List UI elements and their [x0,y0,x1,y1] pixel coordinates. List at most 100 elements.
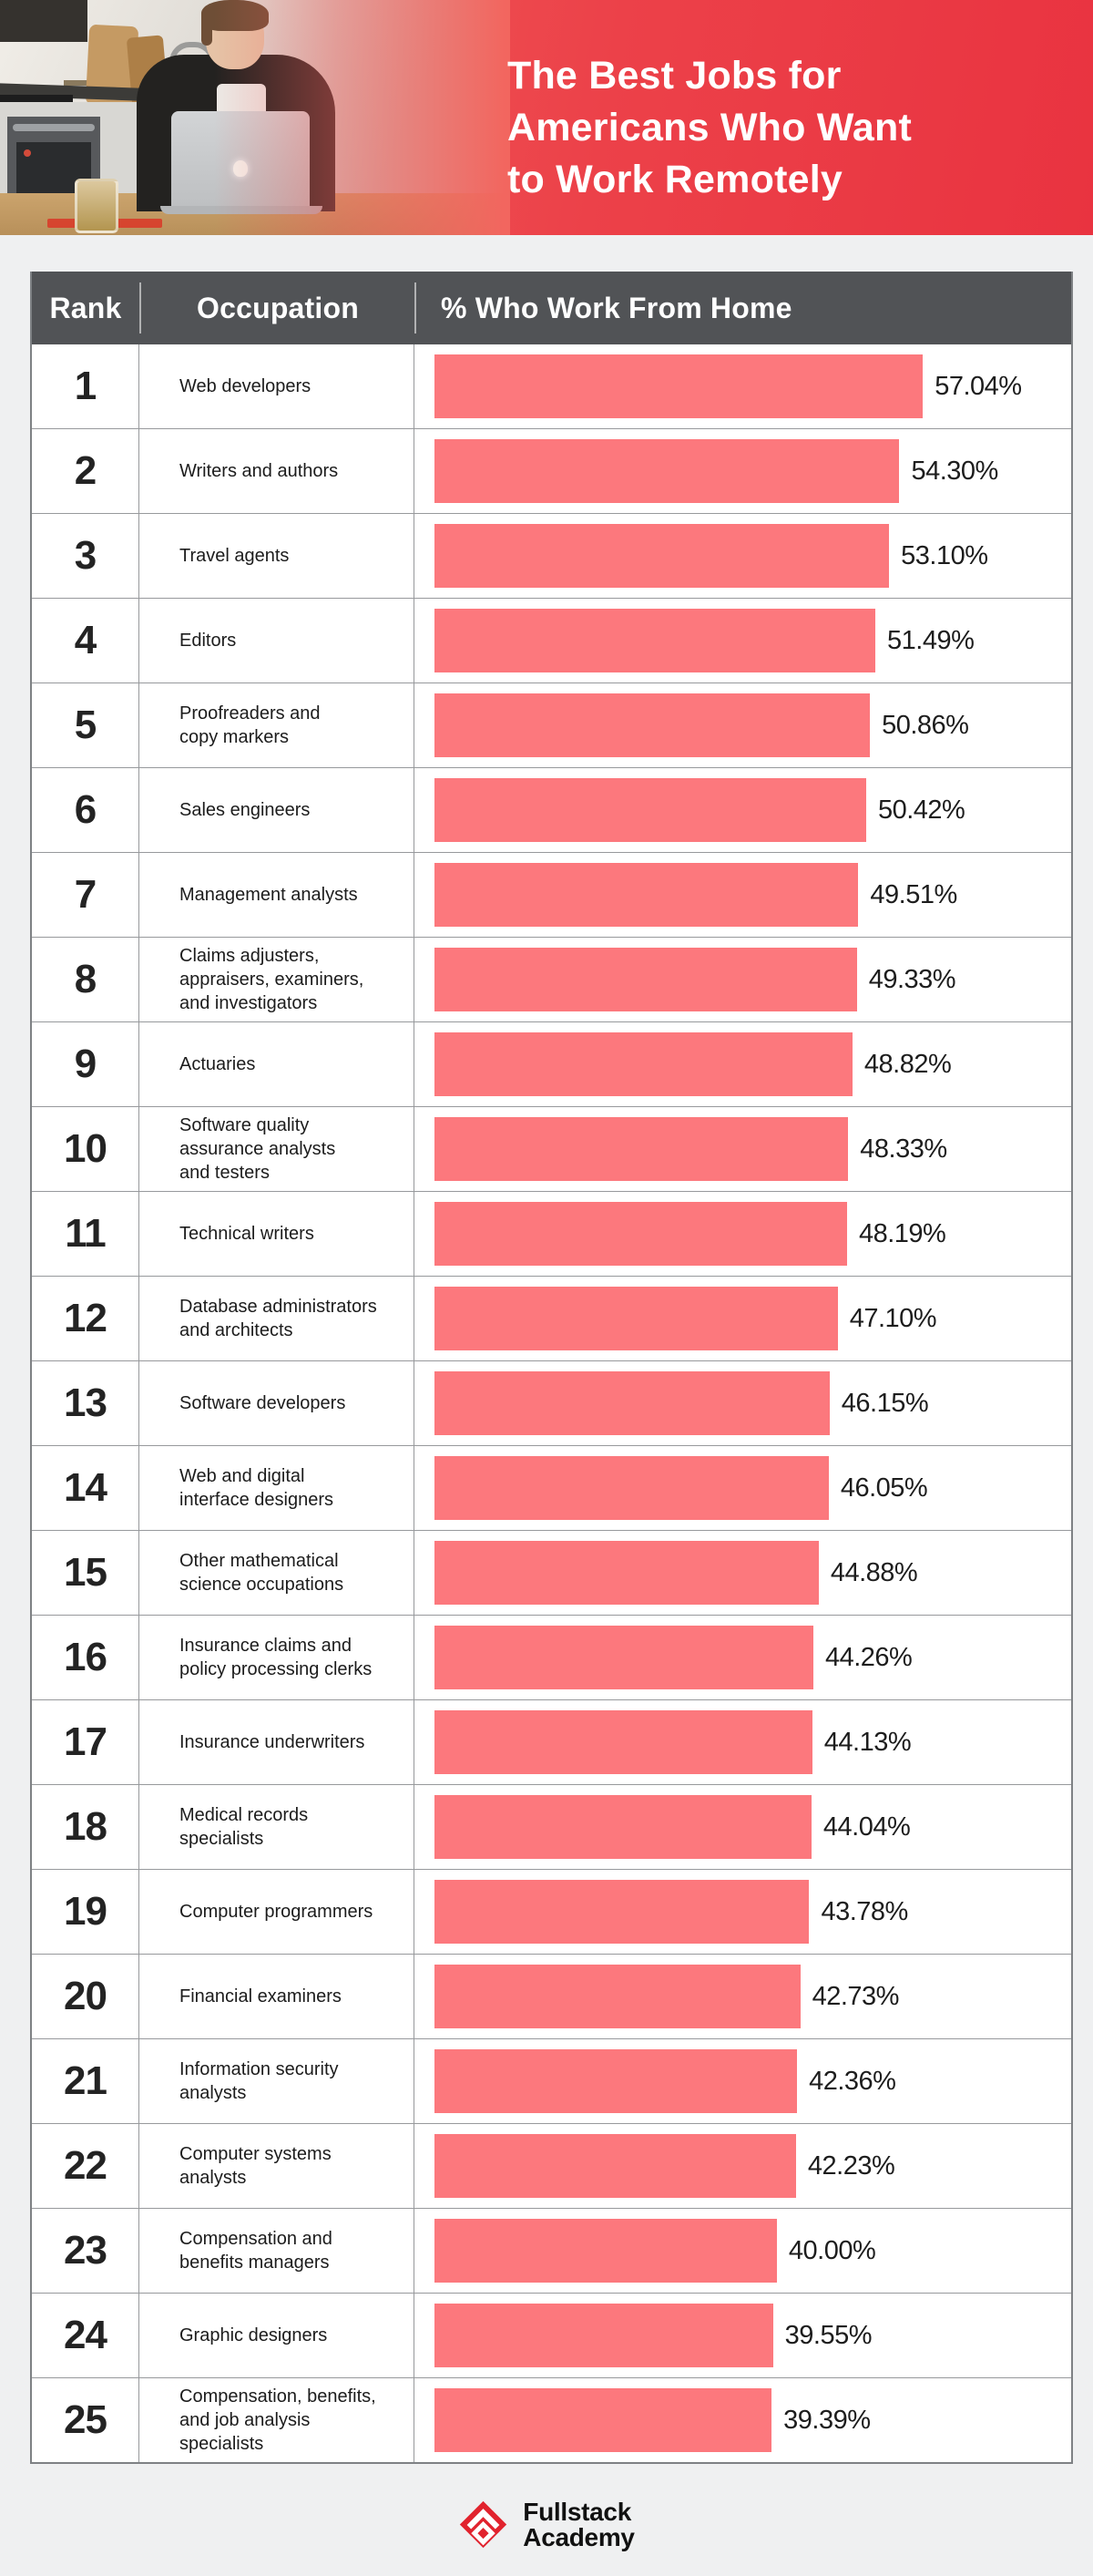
percent-bar [434,1032,853,1096]
table-row: 7 Management analysts 49.51% [32,852,1071,937]
rank-value: 4 [32,599,139,682]
table-row: 23 Compensation and benefits managers 40… [32,2208,1071,2293]
percent-bar [434,693,871,757]
occupation-label: Sales engineers [139,768,414,852]
rank-value: 11 [32,1192,139,1276]
percent-bar [434,1117,849,1181]
rank-value: 6 [32,768,139,852]
percent-value: 50.86% [882,710,969,740]
occupation-label: Actuaries [139,1022,414,1106]
table-row: 12 Database administrators and architect… [32,1276,1071,1360]
bar-cell: 48.82% [414,1022,1072,1106]
table-row: 16 Insurance claims and policy processin… [32,1615,1071,1699]
occupation-label: Information security analysts [139,2039,414,2123]
page-title-line: Americans Who Want [507,106,912,149]
page-title: The Best Jobs for Americans Who Want to … [507,50,912,206]
percent-value: 42.23% [807,2150,895,2181]
bar-cell: 43.78% [414,1870,1072,1954]
rank-value: 7 [32,853,139,937]
percent-bar [434,1371,830,1435]
rank-value: 23 [32,2209,139,2293]
table-row: 8 Claims adjusters, appraisers, examiner… [32,937,1071,1021]
table-row: 22 Computer systems analysts 42.23% [32,2123,1071,2208]
bar-cell: 42.23% [414,2124,1072,2208]
percent-value: 48.82% [863,1049,952,1079]
table-row: 25 Compensation, benefits, and job analy… [32,2377,1071,2462]
red-gradient-overlay [0,0,510,235]
occupation-label: Editors [139,599,414,682]
column-header-rank: Rank [49,291,122,324]
rank-value: 25 [32,2378,139,2462]
bar-cell: 47.10% [414,1277,1072,1360]
percent-value: 42.36% [809,2066,896,2096]
table-row: 13 Software developers 46.15% [32,1360,1071,1445]
percent-value: 51.49% [887,625,975,655]
table-row: 2 Writers and authors 54.30% [32,428,1071,513]
percent-value: 48.33% [860,1134,947,1164]
percent-bar [434,778,866,842]
percent-value: 40.00% [788,2235,876,2265]
table-row: 15 Other mathematical science occupation… [32,1530,1071,1615]
percent-value: 39.55% [784,2320,873,2350]
rank-value: 2 [32,429,139,513]
bar-cell: 44.26% [414,1616,1072,1699]
table-row: 4 Editors 51.49% [32,598,1071,682]
occupation-label: Other mathematical science occupations [139,1531,414,1615]
occupation-label: Travel agents [139,514,414,598]
percent-value: 46.15% [841,1388,929,1418]
percent-bar [434,1710,812,1774]
fullstack-academy-logo: Fullstack Academy [458,2499,635,2551]
percent-bar [434,1795,812,1859]
percent-bar [434,1456,829,1520]
bar-cell: 49.33% [414,938,1072,1021]
occupation-label: Proofreaders and copy markers [139,683,414,767]
percent-bar [434,2304,773,2367]
logo-wordmark: Fullstack Academy [523,2499,635,2551]
bar-cell: 53.10% [414,514,1072,598]
header-photo [0,0,510,235]
percent-value: 49.33% [868,964,956,994]
bar-cell: 54.30% [414,429,1072,513]
bar-cell: 42.36% [414,2039,1072,2123]
logo-line-2: Academy [523,2522,635,2551]
rank-value: 14 [32,1446,139,1530]
remote-jobs-table: Rank Occupation % Who Work From Home 1 W… [30,272,1073,2464]
percent-bar [434,2388,772,2452]
table-row: 20 Financial examiners 42.73% [32,1954,1071,2038]
occupation-label: Compensation and benefits managers [139,2209,414,2293]
bar-cell: 57.04% [414,344,1072,428]
percent-value: 44.04% [822,1811,911,1842]
bar-cell: 39.39% [414,2378,1072,2462]
percent-value: 39.39% [783,2405,871,2435]
table-row: 6 Sales engineers 50.42% [32,767,1071,852]
column-header-occupation: Occupation [196,291,359,324]
table-header-row: Rank Occupation % Who Work From Home [32,272,1071,344]
percent-bar [434,1202,847,1266]
percent-bar [434,439,900,503]
occupation-label: Technical writers [139,1192,414,1276]
occupation-label: Database administrators and architects [139,1277,414,1360]
bar-cell: 44.04% [414,1785,1072,1869]
percent-bar [434,948,857,1011]
rank-value: 3 [32,514,139,598]
bar-cell: 51.49% [414,599,1072,682]
occupation-label: Software quality assurance analysts and … [139,1107,414,1191]
percent-value: 42.73% [812,1981,900,2011]
rank-value: 18 [32,1785,139,1869]
footer: Fullstack Academy [0,2473,1093,2576]
occupation-label: Software developers [139,1361,414,1445]
rank-value: 9 [32,1022,139,1106]
rank-value: 16 [32,1616,139,1699]
percent-value: 44.26% [824,1642,913,1672]
occupation-label: Compensation, benefits, and job analysis… [139,2378,414,2462]
rank-value: 24 [32,2294,139,2377]
percent-bar [434,1626,813,1689]
percent-bar [434,524,890,588]
table-row: 1 Web developers 57.04% [32,344,1071,428]
rank-value: 8 [32,938,139,1021]
occupation-label: Insurance claims and policy processing c… [139,1616,414,1699]
occupation-label: Claims adjusters, appraisers, examiners,… [139,938,414,1021]
percent-bar [434,354,924,418]
page-title-line: to Work Remotely [507,158,843,201]
